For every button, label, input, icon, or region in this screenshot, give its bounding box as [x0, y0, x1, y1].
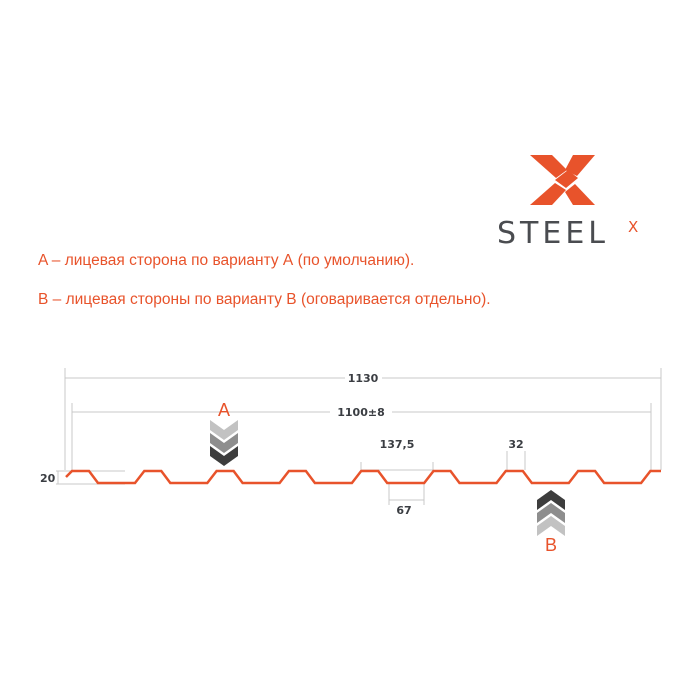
side-a-chevrons — [210, 420, 238, 466]
profile-line — [65, 469, 661, 485]
dim-working-width: 1100±8 — [337, 406, 385, 419]
dim-overall-width: 1130 — [348, 372, 379, 385]
dim-top-width: 32 — [508, 438, 523, 451]
dimension-lines — [56, 368, 662, 505]
dim-pitch: 137,5 — [380, 438, 415, 451]
note-side-b: В – лицевая стороны по варианту В (огова… — [38, 291, 491, 308]
side-b-chevrons — [537, 490, 565, 536]
side-a-label: A — [218, 400, 230, 420]
logo-text: STEEL — [497, 216, 609, 251]
logo-x-mark — [530, 155, 595, 205]
note-side-a: A – лицевая сторона по варианту А (по ум… — [38, 252, 415, 269]
dim-height: 20 — [40, 472, 56, 485]
dim-bottom-width: 67 — [396, 504, 411, 517]
logo-superscript: X — [628, 218, 638, 236]
side-b-label: B — [545, 535, 557, 555]
